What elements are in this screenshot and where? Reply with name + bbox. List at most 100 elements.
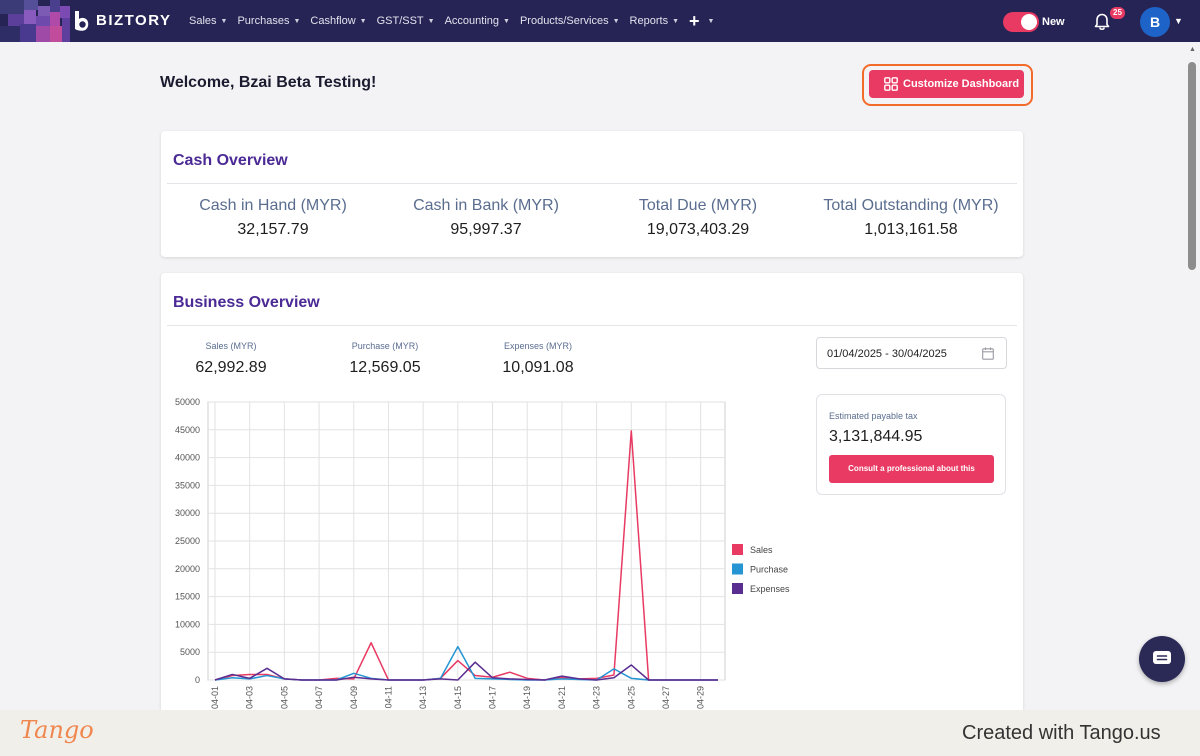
stat-label: Cash in Hand (MYR): [199, 197, 347, 214]
stat-label: Total Outstanding (MYR): [823, 197, 999, 214]
legend-swatch: [732, 583, 743, 594]
stat-value: 19,073,403.29: [646, 221, 750, 238]
chevron-down-icon: ▼: [220, 17, 228, 25]
highlight-ring: [862, 64, 1033, 106]
tango-logo: Tango: [20, 716, 94, 744]
y-tick-label: 10000: [175, 619, 200, 629]
customize-dashboard-label: Customize Dashboard: [903, 78, 1020, 90]
nav-sales-label: Sales: [189, 15, 217, 27]
logo-mosaic-decoration: [0, 0, 96, 42]
nav-accounting[interactable]: Accounting ▼: [445, 15, 510, 27]
cash-overview-title: Cash Overview: [173, 152, 288, 169]
tango-footer: [0, 710, 1200, 756]
sales-total-stat: Sales (MYR) 62,992.89: [161, 341, 301, 377]
nav-add-new[interactable]: + ▼: [689, 11, 714, 32]
x-tick-label: 04-23: [592, 686, 602, 709]
business-overview-title: Business Overview: [173, 294, 320, 311]
welcome-heading: Welcome, Bzai Beta Testing!: [160, 74, 377, 91]
nav-cashflow[interactable]: Cashflow ▼: [310, 15, 366, 27]
date-range-input[interactable]: 01/04/2025 - 30/04/2025: [816, 337, 1007, 369]
biztory-logo-icon: [75, 11, 89, 31]
mini-value: 12,569.05: [349, 359, 421, 376]
legend-swatch: [732, 544, 743, 555]
cash-in-bank-stat: Cash in Bank (MYR) 95,997.37: [386, 197, 586, 239]
scroll-up-arrow-icon[interactable]: ▲: [1189, 46, 1196, 53]
mini-label: Sales (MYR): [205, 341, 257, 351]
toggle-knob: [1021, 14, 1037, 30]
stat-value: 1,013,161.58: [864, 221, 958, 238]
y-tick-label: 35000: [175, 480, 200, 490]
y-tick-label: 45000: [175, 425, 200, 435]
x-tick-label: 04-29: [696, 686, 706, 709]
x-tick-label: 04-15: [453, 686, 463, 709]
mini-value: 10,091.08: [502, 359, 574, 376]
nav-products-label: Products/Services: [519, 15, 609, 27]
scrollbar-thumb[interactable]: [1188, 62, 1196, 270]
x-tick-label: 04-25: [626, 686, 636, 709]
mini-label: Purchase (MYR): [351, 341, 419, 351]
x-tick-label: 04-07: [314, 686, 324, 709]
cash-overview-card: Cash Overview Cash in Hand (MYR) 32,157.…: [161, 131, 1023, 257]
tax-label: Estimated payable tax: [829, 411, 918, 421]
nav-purchases[interactable]: Purchases ▼: [237, 15, 300, 27]
purchase-total-stat: Purchase (MYR) 12,569.05: [315, 341, 455, 377]
notification-badge: 25: [1110, 7, 1125, 19]
avatar-chevron-down-icon[interactable]: ▼: [1174, 16, 1183, 26]
nav-purchases-label: Purchases: [237, 15, 290, 27]
nav-products-services[interactable]: Products/Services ▼: [520, 15, 620, 27]
tax-value: 3,131,844.95: [829, 428, 923, 445]
bell-icon[interactable]: [1094, 13, 1110, 31]
y-tick-label: 30000: [175, 508, 200, 518]
total-due-stat: Total Due (MYR) 19,073,403.29: [598, 197, 798, 239]
main-menu: Sales ▼ Purchases ▼ Cashflow ▼ GST/SST ▼ Acc…: [189, 0, 724, 42]
nav-sales[interactable]: Sales ▼: [189, 15, 227, 27]
consult-professional-button[interactable]: Consult a professional about this: [829, 455, 994, 483]
avatar[interactable]: B: [1140, 7, 1170, 37]
chat-bubble-icon: [1153, 651, 1171, 664]
y-tick-label: 25000: [175, 536, 200, 546]
x-tick-label: 04-13: [418, 686, 428, 709]
mini-value: 62,992.89: [195, 359, 267, 376]
x-tick-label: 04-11: [383, 686, 393, 708]
y-tick-label: 15000: [175, 592, 200, 602]
new-ui-toggle[interactable]: [1003, 12, 1039, 32]
chevron-down-icon: ▼: [293, 17, 301, 25]
y-tick-label: 50000: [175, 397, 200, 407]
business-overview-chart: 0 5000 10000 15000 20000 25000 30000 35000 40000…: [175, 397, 790, 709]
chevron-down-icon: ▼: [427, 17, 435, 25]
x-tick-label: 04-21: [557, 686, 567, 709]
stat-value: 32,157.79: [237, 221, 309, 238]
chevron-down-icon: ▼: [707, 17, 715, 25]
date-range-value: 01/04/2025 - 30/04/2025: [827, 348, 947, 360]
x-tick-label: 04-17: [488, 686, 498, 709]
nav-gst-sst-label: GST/SST: [376, 15, 424, 27]
nav-gst-sst[interactable]: GST/SST ▼: [377, 15, 435, 27]
stat-label: Total Due (MYR): [638, 197, 758, 214]
total-outstanding-stat: Total Outstanding (MYR) 1,013,161.58: [811, 197, 1011, 239]
x-tick-label: 04-27: [661, 686, 671, 709]
brand-name[interactable]: BIZTORY: [96, 12, 172, 29]
y-tick-label: 20000: [175, 564, 200, 574]
y-tick-label: 5000: [180, 647, 200, 657]
mini-label: Expenses (MYR): [503, 341, 573, 351]
chevron-down-icon: ▼: [503, 17, 510, 25]
nav-reports-label: Reports: [629, 15, 669, 27]
stat-label: Cash in Bank (MYR): [413, 197, 559, 214]
nav-reports[interactable]: Reports ▼: [630, 15, 679, 27]
card-divider: [167, 183, 1017, 184]
plus-icon: +: [689, 10, 700, 31]
top-navbar: BIZTORY Sales ▼ Purchases ▼ Cashflow ▼ GST/…: [0, 0, 1200, 42]
x-tick-label: 04-05: [279, 686, 289, 709]
x-tick-label: 04-19: [522, 686, 532, 709]
series-line-expenses[interactable]: [214, 661, 718, 681]
legend-label: Sales: [750, 545, 773, 555]
legend-label: Expenses: [750, 584, 790, 594]
chat-support-button[interactable]: [1139, 636, 1185, 682]
x-tick-label: 04-09: [349, 686, 359, 709]
calendar-icon[interactable]: [982, 347, 994, 360]
chevron-down-icon: ▼: [672, 17, 680, 25]
customize-dashboard-button[interactable]: Customize Dashboard: [869, 70, 1024, 98]
nav-accounting-label: Accounting: [444, 15, 500, 27]
cash-in-hand-stat: Cash in Hand (MYR) 32,157.79: [173, 197, 373, 239]
created-with-tango-text: Created with Tango.us: [962, 722, 1161, 744]
